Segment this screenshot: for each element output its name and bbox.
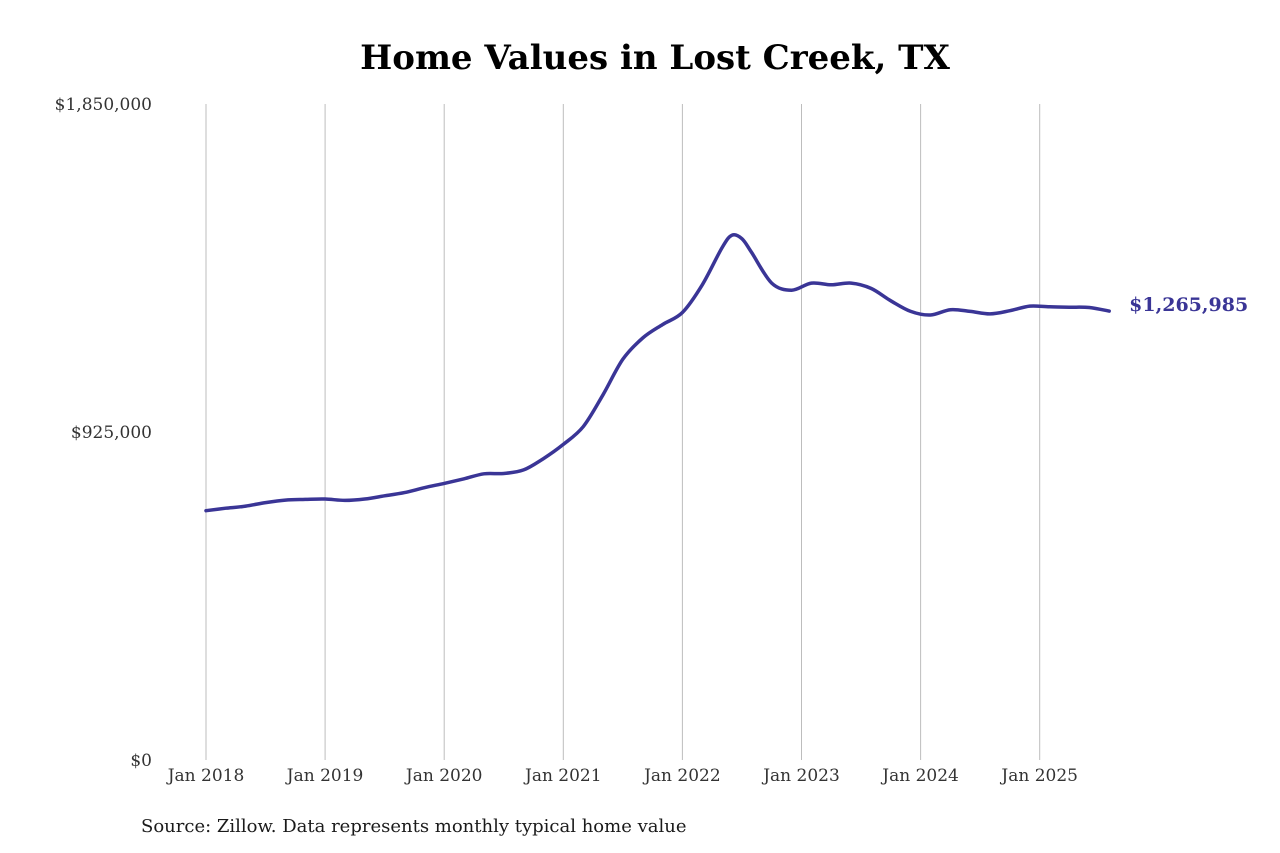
x-axis-ticks: Jan 2018 Jan 2019 Jan 2020 Jan 2021 Jan 2022… (166, 766, 1078, 786)
x-tick-label: Jan 2021 (523, 766, 602, 786)
y-tick-label: $925,000 (71, 423, 152, 443)
x-tick-label: Jan 2025 (999, 766, 1078, 786)
source-note: Source: Zillow. Data represents monthly … (141, 816, 687, 837)
y-axis-ticks: $0 $925,000 $1,850,000 (55, 95, 152, 771)
y-tick-label: $1,850,000 (55, 95, 152, 115)
series-line (204, 232, 1111, 513)
x-tick-label: Jan 2022 (642, 766, 721, 786)
x-tick-label: Jan 2023 (761, 766, 840, 786)
y-tick-label: $0 (130, 751, 152, 771)
chart-title: Home Values in Lost Creek, TX (360, 38, 950, 78)
end-value-label: $1,265,985 (1129, 294, 1248, 316)
x-tick-label: Jan 2018 (166, 766, 245, 786)
x-tick-label: Jan 2024 (880, 766, 959, 786)
x-tick-label: Jan 2020 (404, 766, 483, 786)
gridlines (205, 104, 1041, 760)
x-tick-label: Jan 2019 (285, 766, 364, 786)
